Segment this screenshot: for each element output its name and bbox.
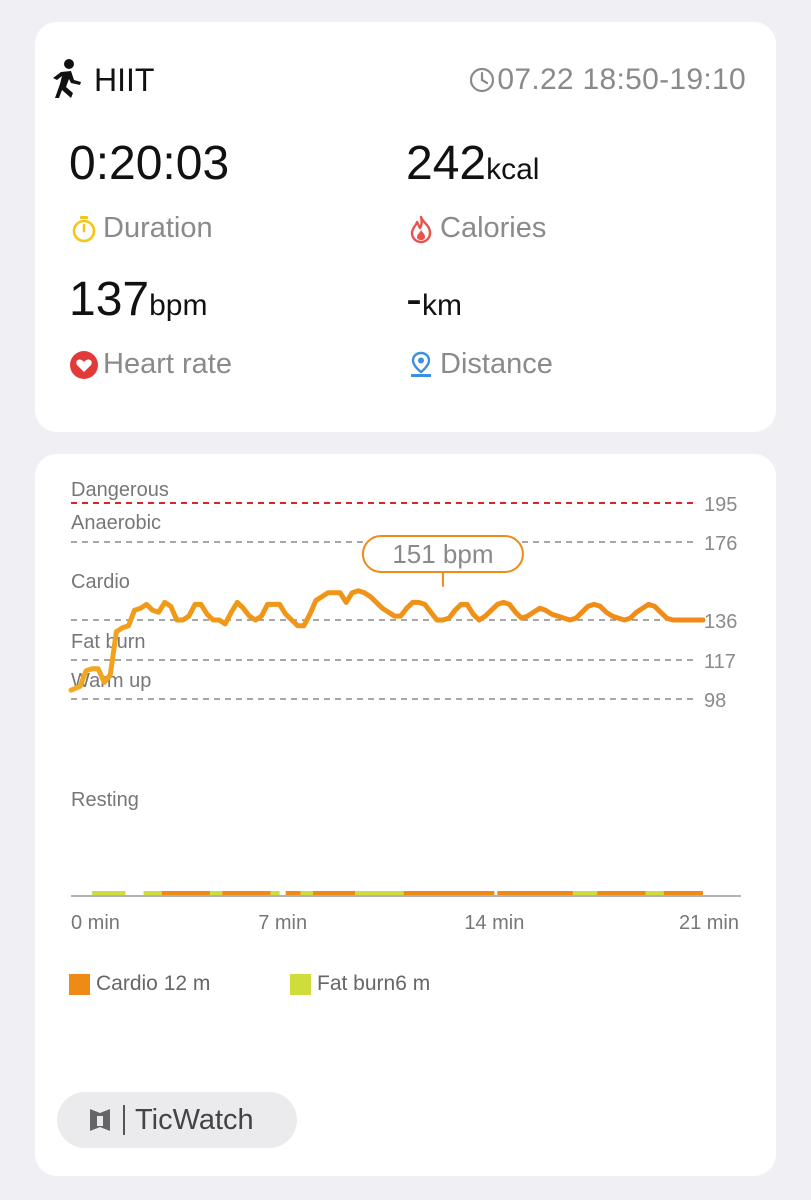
tick-label-195: 195 bbox=[704, 494, 737, 516]
brand-name: TicWatch bbox=[135, 1103, 254, 1136]
legend-fat-burn: Fat burn6 m bbox=[290, 972, 430, 996]
legend-cardio-label: Cardio 12 m bbox=[96, 972, 211, 995]
tick-label-117: 117 bbox=[704, 651, 736, 673]
distance-unit: km bbox=[421, 289, 462, 322]
zone-label-dangerous: Dangerous bbox=[71, 479, 169, 501]
heart-rate-chart[interactable]: 195 Dangerous 176 Anaerobic 136 Cardio 117 Fat … bbox=[35, 454, 776, 934]
timer-icon bbox=[72, 215, 96, 242]
running-person-icon bbox=[53, 59, 81, 98]
heart-rate-value: 137 bbox=[69, 273, 150, 326]
x-tick-label: 7 min bbox=[258, 912, 307, 934]
x-tick-label: 21 min bbox=[679, 912, 739, 934]
zone-label-cardio: Cardio bbox=[71, 571, 130, 593]
tick-label-176: 176 bbox=[704, 533, 737, 555]
time-range: 07.22 18:50-19:10 bbox=[497, 63, 746, 96]
clock-icon bbox=[470, 67, 495, 93]
zone-timeline-segment bbox=[572, 891, 598, 895]
heart-icon bbox=[70, 350, 98, 379]
zone-timeline-segment bbox=[597, 891, 646, 895]
zone-timeline-segment bbox=[497, 891, 573, 895]
tick-label-98: 98 bbox=[704, 690, 726, 712]
x-tick-label: 14 min bbox=[464, 912, 524, 934]
x-tick-label: 0 min bbox=[71, 912, 120, 934]
distance-label: Distance bbox=[440, 348, 553, 380]
zone-timeline-segment bbox=[270, 891, 280, 895]
zone-label-warm-up: Warm up bbox=[71, 670, 151, 692]
duration-label: Duration bbox=[103, 212, 213, 244]
workout-time: 07.22 18:50-19:10 bbox=[469, 63, 746, 97]
zone-label-fat-burn: Fat burn bbox=[71, 631, 145, 653]
legend-cardio: Cardio 12 m bbox=[69, 972, 210, 996]
calories-value: 242 bbox=[406, 137, 487, 190]
legend-fat-burn-swatch bbox=[290, 973, 311, 995]
location-pin-icon bbox=[411, 351, 431, 377]
calories-label: Calories bbox=[440, 212, 547, 244]
heart-rate-chart-card: 195 Dangerous 176 Anaerobic 136 Cardio 117 Fat … bbox=[35, 454, 776, 1176]
duration-stat: 0:20:03 Duration bbox=[69, 140, 229, 245]
workout-summary-card: HIIT 07.22 18:50-19:10 0:20:03 Duration … bbox=[35, 22, 776, 432]
flame-icon bbox=[410, 215, 432, 243]
zone-timeline-segment bbox=[222, 891, 271, 895]
zone-timeline-segment bbox=[300, 891, 313, 895]
distance-value: - bbox=[406, 273, 422, 326]
zone-timeline-segment bbox=[210, 891, 223, 895]
duration-value: 0:20:03 bbox=[69, 137, 230, 190]
brand-separator bbox=[123, 1105, 125, 1135]
workout-type-title: HIIT bbox=[94, 62, 155, 98]
zone-timeline-segment bbox=[285, 891, 301, 895]
zone-timeline-segment bbox=[403, 891, 495, 895]
heart-rate-unit: bpm bbox=[149, 289, 208, 322]
zone-label-resting: Resting bbox=[71, 789, 139, 811]
zone-timeline-segment bbox=[645, 891, 664, 895]
zone-timeline-segment bbox=[312, 891, 356, 895]
workout-header: HIIT 07.22 18:50-19:10 bbox=[47, 58, 746, 102]
ticwatch-brand-badge[interactable]: TicWatch bbox=[57, 1092, 297, 1148]
ticwatch-logo-icon bbox=[90, 1109, 110, 1131]
calories-stat: 242kcal Calories bbox=[406, 140, 546, 245]
zone-timeline-segment bbox=[663, 891, 703, 895]
zone-timeline-segment bbox=[355, 891, 404, 895]
heart-rate-label: Heart rate bbox=[103, 348, 232, 380]
zone-timeline-segment bbox=[161, 891, 211, 895]
heart-rate-line bbox=[68, 588, 706, 693]
tick-label-136: 136 bbox=[704, 611, 737, 633]
peak-label: 151 bpm bbox=[392, 539, 493, 569]
zone-timeline-segment bbox=[92, 891, 126, 895]
calories-unit: kcal bbox=[486, 153, 540, 186]
zone-timeline-segment bbox=[143, 891, 162, 895]
zone-label-anaerobic: Anaerobic bbox=[71, 512, 161, 534]
legend-cardio-swatch bbox=[69, 973, 90, 995]
legend-fat-burn-label: Fat burn6 m bbox=[317, 972, 431, 995]
distance-stat: -km Distance bbox=[406, 276, 553, 381]
heart-rate-stat: 137bpm Heart rate bbox=[69, 276, 232, 381]
